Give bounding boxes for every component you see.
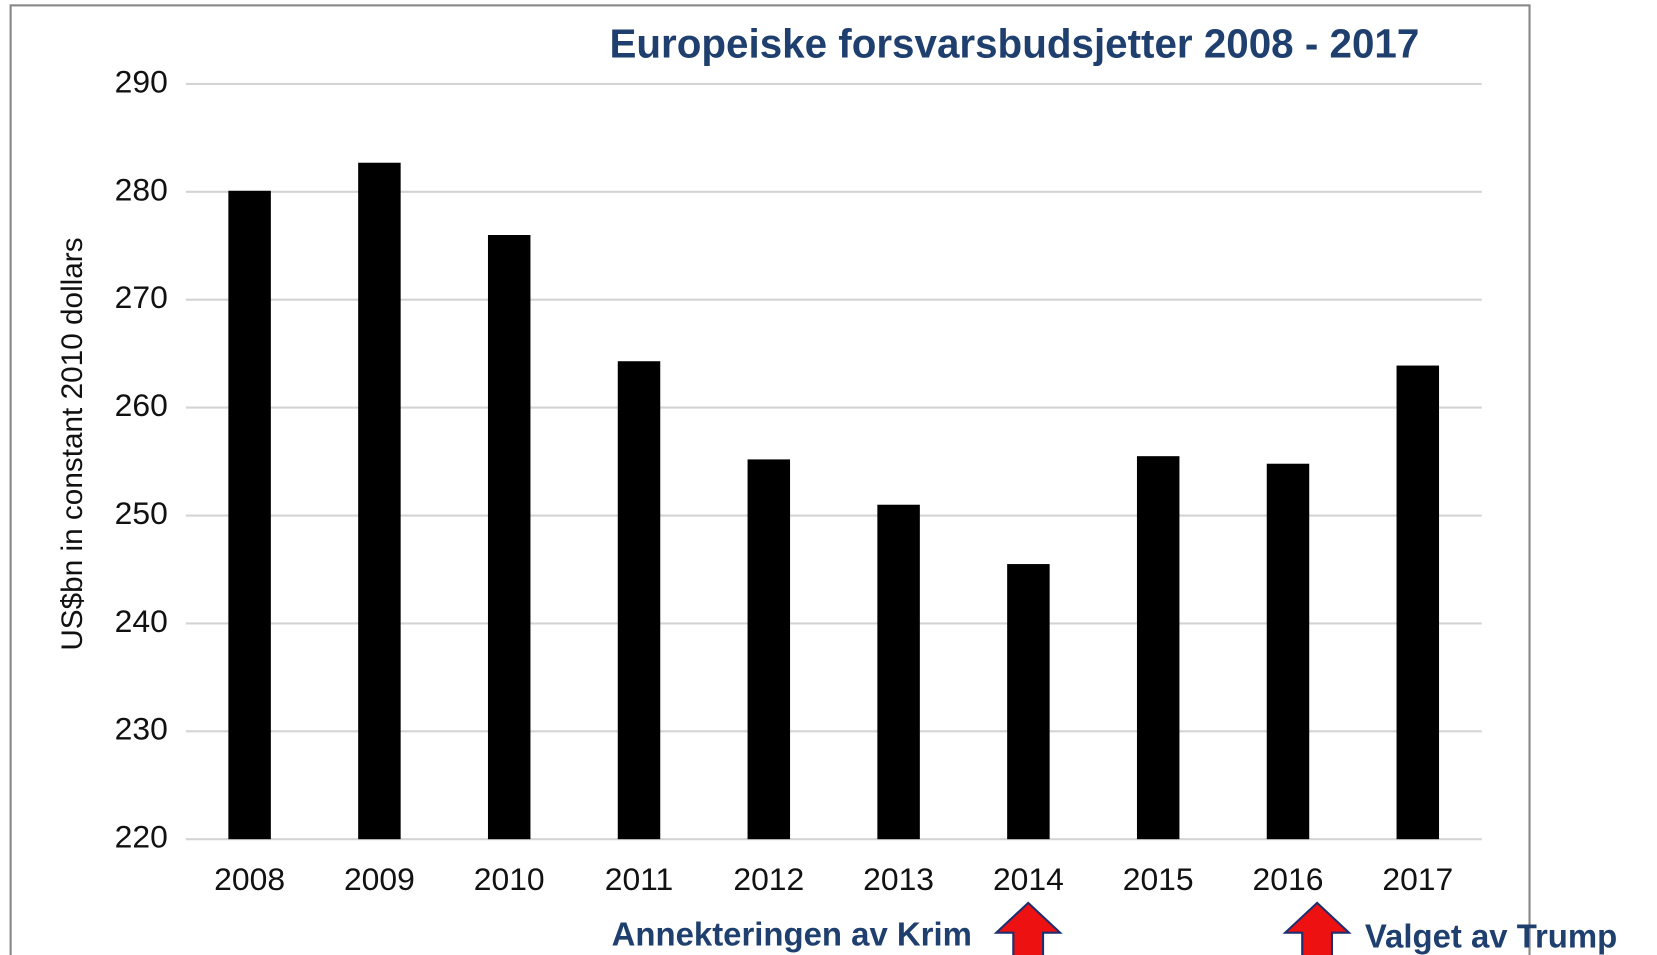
annotation: Valget av Trump	[1365, 918, 1617, 955]
y-axis-label: US$bn in constant 2010 dollars	[56, 237, 89, 650]
bar	[1266, 463, 1310, 840]
bar	[1396, 365, 1440, 840]
bar	[747, 459, 791, 840]
x-tick-label: 2011	[605, 861, 674, 897]
x-tick-label: 2012	[733, 861, 804, 897]
frame	[9, 4, 1531, 955]
y-tick-label: 280	[115, 171, 168, 207]
bar	[228, 190, 271, 840]
bar	[877, 504, 920, 840]
y-tick-label: 270	[115, 279, 168, 315]
x-tick-label: 2017	[1382, 861, 1453, 897]
x-tick-label: 2010	[474, 861, 545, 897]
x-tick-label: 2014	[993, 861, 1064, 897]
bar	[358, 162, 401, 840]
x-tick-label: 2013	[863, 861, 934, 897]
x-tick-label: 2015	[1123, 861, 1194, 897]
arrow	[1282, 901, 1352, 955]
arrow	[993, 901, 1063, 955]
annotation: Annekteringen av Krim	[612, 916, 972, 953]
y-tick-label: 230	[115, 711, 168, 747]
bar	[1136, 456, 1180, 840]
y-tick-label: 250	[115, 495, 168, 531]
x-tick-label: 2008	[214, 861, 285, 897]
bar	[487, 235, 531, 840]
y-tick-label: 290	[115, 63, 168, 99]
y-tick-label: 220	[115, 819, 168, 855]
y-tick-label: 240	[115, 603, 168, 639]
chart-title: Europeiske forsvarsbudsjetter 2008 - 201…	[609, 20, 1419, 66]
bar	[1007, 564, 1050, 840]
bar	[617, 361, 661, 840]
y-tick-label: 260	[115, 387, 168, 423]
x-tick-label: 2016	[1253, 861, 1324, 897]
x-tick-label: 2009	[344, 861, 415, 897]
